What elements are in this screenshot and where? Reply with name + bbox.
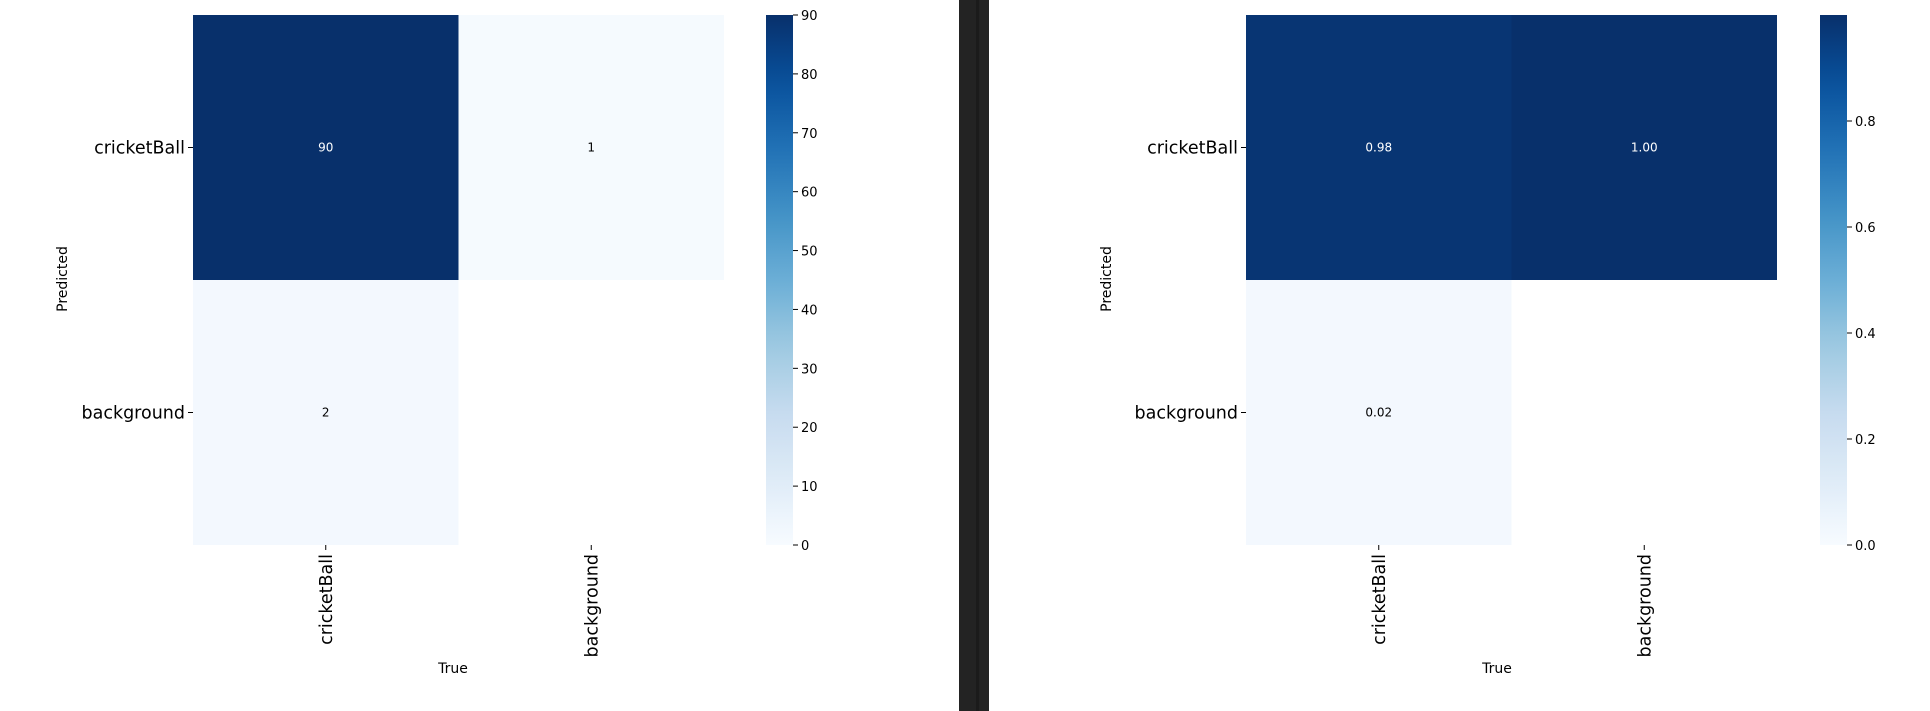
heatmap-cell [193,280,459,545]
colorbar-tick-label: 30 [801,362,818,377]
cell-value-label: 0.02 [1365,406,1392,420]
colorbar-tick-label: 90 [801,9,818,24]
heatmap-cell [1246,280,1512,545]
confusion-matrix-counts-panel: 90 1 2 cricketBall background cricketBall ba… [0,0,959,711]
colorbar-tick-label: 50 [801,245,818,260]
confusion-matrix-normalized: 0.98 1.00 0.02 cricketBall background crick… [1099,15,1876,677]
colorbar-tick-label: 0.2 [1855,433,1876,448]
confusion-matrix-counts: 90 1 2 cricketBall background cricketBall ba… [55,9,818,677]
colorbar-tick-label: 0.8 [1855,115,1876,130]
colorbar-tick-label: 0.4 [1855,327,1876,342]
x-axis-label: True [1481,661,1512,677]
heatmap-cell [193,15,459,280]
col-tick-label: cricketBall [317,554,337,645]
row-tick-label: background [1134,404,1238,424]
colorbar-tick-label: 0.0 [1855,539,1876,554]
colorbar [766,15,793,545]
colorbar-tick-label: 0.6 [1855,221,1876,236]
colorbar-tick-label: 80 [801,68,818,83]
cell-value-label: 0.98 [1365,141,1392,155]
y-axis-label: Predicted [1099,246,1115,312]
panel-divider-stripe [976,0,979,711]
colorbar-tick-label: 10 [801,480,818,495]
colorbar-tick-label: 60 [801,186,818,201]
col-tick-label: background [582,554,602,658]
colorbar-tick-label: 40 [801,303,818,318]
y-axis-label: Predicted [55,246,71,312]
confusion-matrix-normalized-panel: 0.98 1.00 0.02 cricketBall background crick… [989,0,1930,711]
cell-value-label: 1 [587,141,595,155]
row-tick-label: background [81,404,185,424]
row-tick-label: cricketBall [1147,139,1238,159]
heatmap-cell [1511,15,1777,280]
heatmap-cell [1246,15,1512,280]
row-tick-label: cricketBall [94,139,185,159]
cell-value-label: 90 [318,141,333,155]
colorbar-tick-label: 0 [801,539,809,554]
heatmap-cell [458,15,724,280]
col-tick-label: background [1635,554,1655,658]
colorbar-tick-label: 70 [801,127,818,142]
colorbar-tick-label: 20 [801,421,818,436]
cell-value-label: 1.00 [1631,141,1658,155]
colorbar [1820,15,1847,545]
cell-value-label: 2 [322,406,330,420]
panel-divider [959,0,989,711]
x-axis-label: True [437,661,468,677]
col-tick-label: cricketBall [1370,554,1390,645]
